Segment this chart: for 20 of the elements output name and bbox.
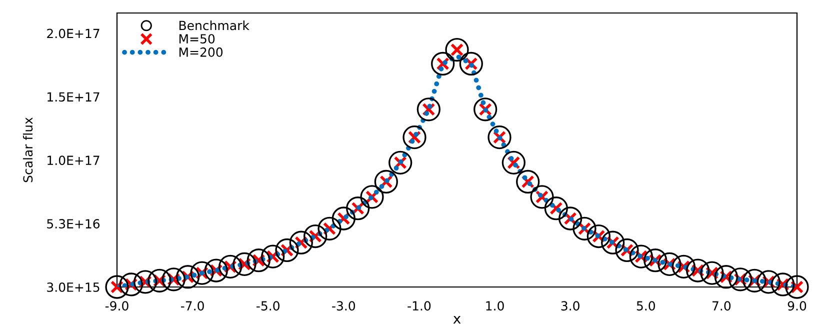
x-tick-label: 5.0: [636, 301, 655, 311]
x-tick-label: -9.0: [105, 301, 128, 311]
legend-label: Benchmark: [179, 20, 250, 30]
y-axis-title: Scalar flux: [22, 117, 33, 182]
x-tick-label: -7.0: [180, 301, 204, 311]
y-tick-label: 1.0E+17: [48, 156, 100, 166]
x-axis-title: x: [453, 316, 461, 324]
legend-label: M=200: [179, 47, 223, 57]
y-tick-label: 3.0E+15: [47, 282, 100, 292]
y-tick-label: 1.5E+17: [48, 92, 100, 102]
x-tick-label: 1.0: [486, 301, 504, 311]
x-tick-label: 9.0: [788, 301, 806, 311]
x-tick-label: 3.0: [561, 301, 580, 311]
x-tick-label: 7.0: [712, 301, 731, 311]
y-tick-label: 5.3E+16: [47, 219, 100, 228]
x-tick-label: -1.0: [408, 301, 431, 311]
x-tick-label: -5.0: [256, 301, 280, 311]
x-tick-label: -3.0: [332, 301, 356, 311]
legend-label: M=50: [179, 34, 215, 44]
y-tick-label: 2.0E+17: [47, 28, 100, 38]
